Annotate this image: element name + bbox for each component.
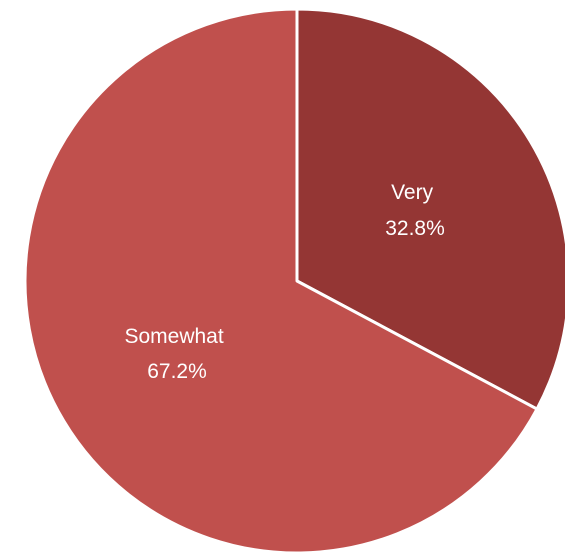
slice-value-very: 32.8%: [385, 217, 445, 240]
pie-labels: Very 32.8% Somewhat 67.2%: [124, 181, 444, 383]
pie-slices: [23, 7, 565, 553]
slice-label-very: Very 32.8%: [385, 181, 445, 240]
slice-name-very: Very: [391, 181, 434, 204]
pie-slice-somewhat: [23, 7, 539, 553]
slice-name-somewhat: Somewhat: [124, 325, 223, 348]
slice-value-somewhat: 67.2%: [147, 360, 207, 383]
pie-slice-very: [295, 7, 565, 411]
slice-label-somewhat: Somewhat 67.2%: [124, 325, 229, 383]
